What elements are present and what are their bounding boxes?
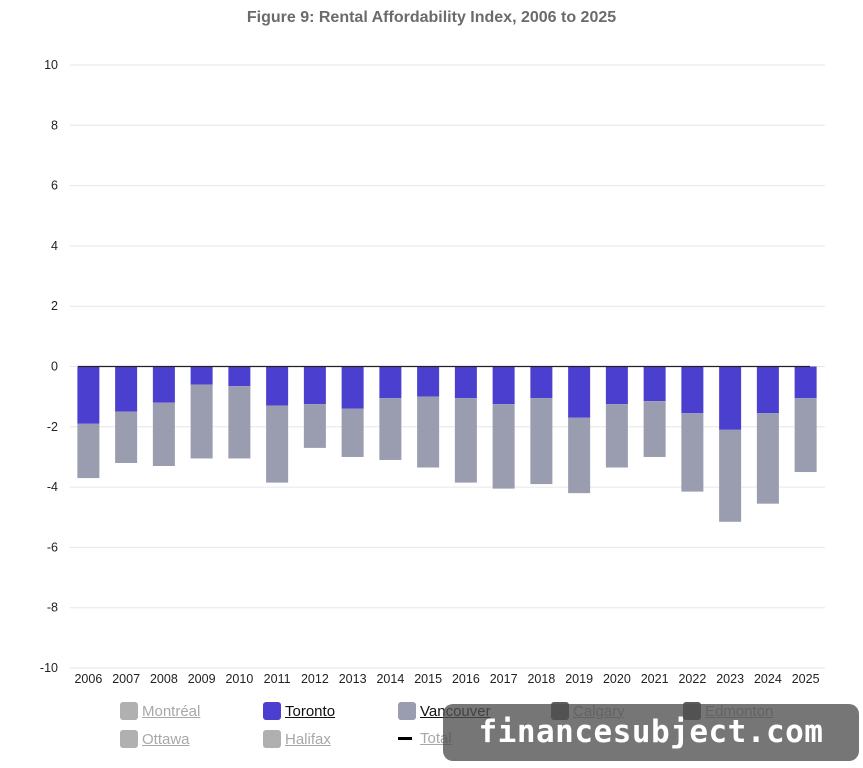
bar-vancouver-2009 <box>190 384 213 459</box>
bar-toronto-2016 <box>454 366 477 399</box>
bar-toronto-2014 <box>379 366 402 399</box>
x-tick-label: 2015 <box>414 672 442 686</box>
bar-toronto-2023 <box>719 366 742 430</box>
bar-vancouver-2011 <box>266 405 289 483</box>
legend-label: Toronto <box>285 702 336 720</box>
bar-vancouver-2012 <box>303 404 326 448</box>
bar-vancouver-2019 <box>568 417 591 494</box>
bar-vancouver-2016 <box>454 398 477 483</box>
x-tick-label: 2018 <box>527 672 555 686</box>
bar-vancouver-2015 <box>417 396 440 468</box>
legend-swatch <box>263 730 281 748</box>
x-tick-label: 2019 <box>565 672 593 686</box>
bar-vancouver-2006 <box>77 423 100 479</box>
legend-swatch <box>263 702 281 720</box>
bar-vancouver-2013 <box>341 408 364 457</box>
x-tick-label: 2021 <box>641 672 669 686</box>
legend-item-ottawa[interactable]: Ottawa <box>120 730 190 748</box>
bar-toronto-2019 <box>568 366 591 418</box>
y-tick-label: 8 <box>51 118 58 132</box>
bar-toronto-2022 <box>681 366 704 414</box>
x-tick-label: 2006 <box>74 672 102 686</box>
bar-toronto-2018 <box>530 366 553 399</box>
y-tick-label: 0 <box>51 360 58 374</box>
bar-vancouver-2021 <box>643 401 666 457</box>
bar-toronto-2011 <box>266 366 289 406</box>
x-tick-label: 2023 <box>716 672 744 686</box>
legend-item-montral[interactable]: Montréal <box>120 702 200 720</box>
x-tick-label: 2009 <box>188 672 216 686</box>
y-tick-label: 10 <box>44 58 58 72</box>
x-tick-label: 2011 <box>264 672 291 686</box>
bar-toronto-2020 <box>605 366 628 405</box>
legend-label: Halifax <box>285 730 331 748</box>
bar-toronto-2010 <box>228 366 251 387</box>
y-tick-label: -6 <box>47 540 58 554</box>
bar-vancouver-2024 <box>756 413 779 504</box>
legend-swatch <box>120 702 138 720</box>
legend-swatch <box>398 702 416 720</box>
y-tick-label: 2 <box>51 299 58 313</box>
bar-vancouver-2008 <box>152 402 175 466</box>
x-tick-label: 2010 <box>225 672 253 686</box>
bar-vancouver-2010 <box>228 386 251 459</box>
legend-label: Montréal <box>142 702 201 720</box>
bar-toronto-2025 <box>794 366 817 399</box>
x-tick-label: 2022 <box>678 672 706 686</box>
bar-toronto-2024 <box>756 366 779 414</box>
x-tick-label: 2007 <box>112 672 140 686</box>
y-tick-label: -2 <box>47 420 58 434</box>
bar-vancouver-2014 <box>379 398 402 460</box>
x-tick-label: 2013 <box>339 672 367 686</box>
y-tick-label: -8 <box>47 601 58 615</box>
bar-toronto-2015 <box>417 366 440 397</box>
bar-toronto-2013 <box>341 366 364 409</box>
bar-vancouver-2018 <box>530 398 553 485</box>
chart-title: Figure 9: Rental Affordability Index, 20… <box>246 9 617 26</box>
legend-item-toronto[interactable]: Toronto <box>263 702 335 720</box>
bar-toronto-2009 <box>190 366 213 385</box>
chart-plot-area: 10 8 6 4 2 0 -2 -4 -6 -8 -10 2006 2007 2008 2009 2010 20… <box>40 58 825 686</box>
watermark: financesubject.com <box>443 704 859 761</box>
legend-item-halifax[interactable]: Halifax <box>263 730 331 748</box>
bar-vancouver-2022 <box>681 413 704 492</box>
bar-vancouver-2007 <box>115 411 138 463</box>
legend-line-marker <box>398 737 412 740</box>
bar-vancouver-2017 <box>492 404 515 489</box>
x-tick-label: 2024 <box>754 672 782 686</box>
x-tick-label: 2025 <box>792 672 820 686</box>
bar-toronto-2006 <box>77 366 100 424</box>
y-tick-label: -10 <box>40 661 58 675</box>
legend-label: Ottawa <box>142 730 190 748</box>
y-tick-label: -4 <box>47 480 58 494</box>
x-tick-label: 2020 <box>603 672 631 686</box>
y-tick-label: 4 <box>51 239 58 253</box>
x-tick-label: 2012 <box>301 672 329 686</box>
bar-toronto-2021 <box>643 366 666 402</box>
bar-toronto-2017 <box>492 366 515 405</box>
bar-vancouver-2020 <box>605 404 628 468</box>
y-tick-label: 6 <box>51 179 58 193</box>
x-tick-label: 2008 <box>150 672 178 686</box>
bar-vancouver-2025 <box>794 398 817 473</box>
bar-toronto-2007 <box>115 366 138 412</box>
bar-toronto-2008 <box>152 366 175 403</box>
bar-vancouver-2023 <box>719 429 742 522</box>
legend-swatch <box>120 730 138 748</box>
x-tick-label: 2016 <box>452 672 480 686</box>
x-tick-label: 2014 <box>376 672 404 686</box>
bar-toronto-2012 <box>303 366 326 405</box>
x-tick-label: 2017 <box>490 672 518 686</box>
